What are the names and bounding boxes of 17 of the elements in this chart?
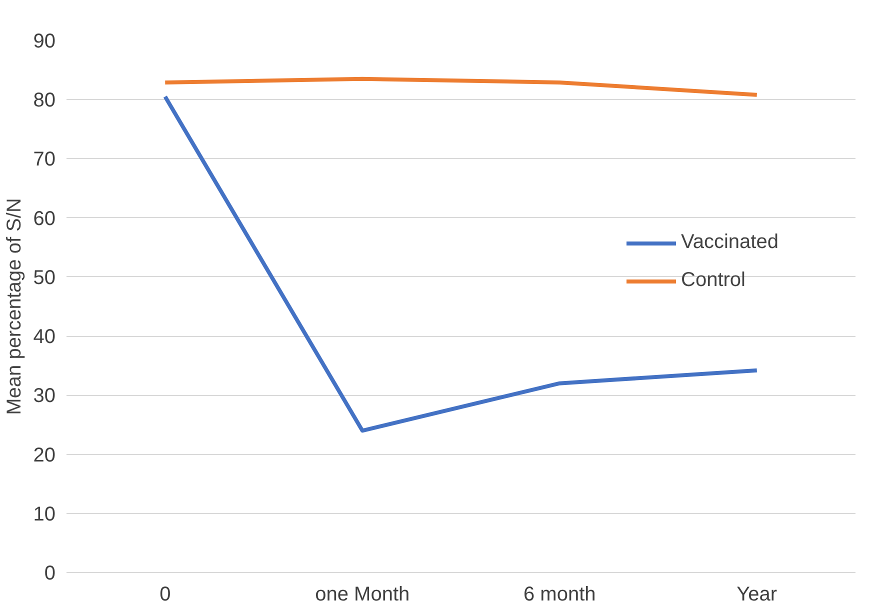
y-tick-label: 60 (33, 208, 56, 230)
y-tick-label: 80 (33, 90, 56, 112)
y-axis-title: Mean percentage of S/N (3, 198, 26, 415)
y-tick-label: 0 (44, 562, 56, 584)
legend-label: Vaccinated (681, 231, 778, 254)
y-tick-label: 40 (33, 326, 56, 348)
x-tick-label: 6 month (523, 584, 596, 606)
y-tick-label: 20 (33, 444, 56, 466)
y-tick-label: 70 (33, 148, 56, 171)
x-tick-label: 0 (160, 584, 171, 606)
x-tick-label: Year (736, 584, 778, 606)
y-tick-label: 10 (33, 503, 56, 526)
legend-label: Control (681, 269, 746, 292)
x-tick-label: one Month (315, 584, 410, 606)
y-tick-label: 50 (33, 266, 56, 289)
y-tick-label: 30 (33, 385, 56, 408)
y-tick-label: 90 (33, 30, 56, 52)
